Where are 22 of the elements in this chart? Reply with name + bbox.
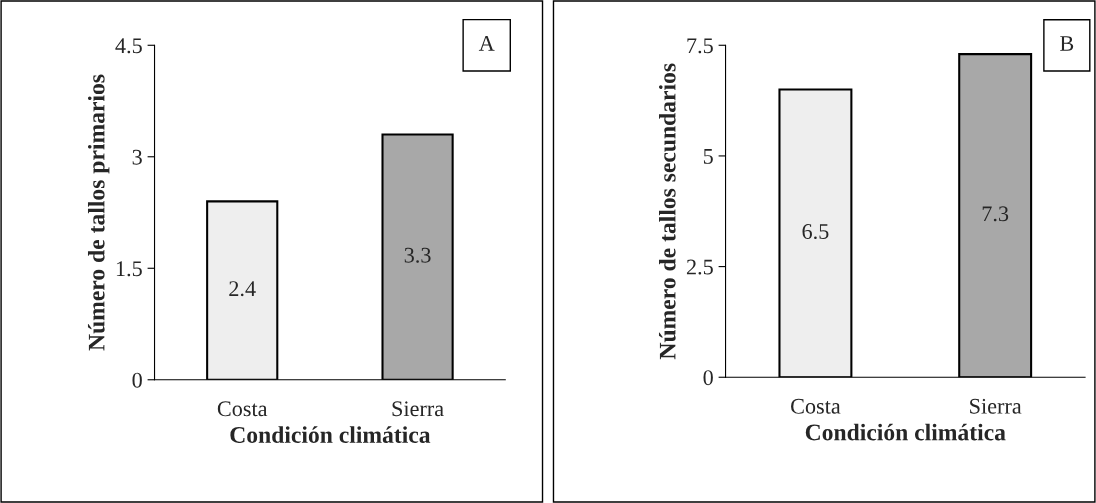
x-tick-label: Sierra (392, 401, 444, 417)
x-tick-label: Costa (791, 398, 841, 414)
y-axis-title: Número de tallos secundarios (658, 63, 676, 360)
y-tick-label: 7.5 (687, 38, 713, 54)
data-label: 6.5 (802, 224, 829, 240)
y-tick-label: 1.5 (116, 261, 142, 277)
y-tick-label: 2.5 (686, 259, 713, 275)
x-axis-title: Condición climática (230, 426, 431, 443)
y-tick-label: 4.5 (115, 38, 142, 54)
x-axis-title: Condición climática (805, 423, 1006, 441)
y-tick-label: 0 (132, 372, 142, 388)
annotation: B (1060, 36, 1074, 51)
y-tick-label: 3 (132, 149, 142, 165)
x-tick-label: Costa (217, 401, 268, 417)
data-label: 7.3 (982, 206, 1009, 222)
x-tick-label: Sierra (970, 398, 1022, 414)
y-axis-title: Número de tallos primarios (87, 74, 110, 351)
data-label: 2.4 (229, 281, 256, 297)
data-label: 3.3 (404, 247, 431, 263)
annotation: A (478, 35, 495, 51)
y-tick-label: 0 (703, 370, 713, 386)
y-tick-label: 5 (703, 149, 713, 164)
